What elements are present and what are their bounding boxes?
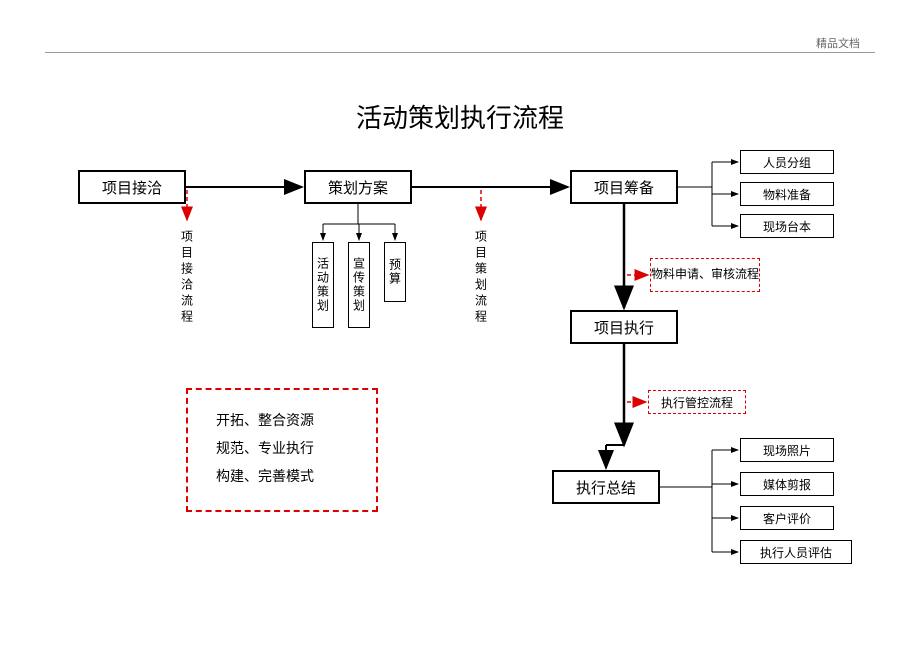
summary-child-staffeval: 执行人员评估 bbox=[740, 540, 852, 564]
prepare-child-script: 现场台本 bbox=[740, 214, 834, 238]
subprocess-receive-flow: 项目接洽流程 bbox=[176, 222, 198, 330]
node-receive: 项目接洽 bbox=[78, 170, 186, 204]
principles-box: 开拓、整合资源 规范、专业执行 构建、完善模式 bbox=[186, 388, 378, 512]
subprocess-control-flow: 执行管控流程 bbox=[648, 390, 746, 414]
node-summary: 执行总结 bbox=[552, 470, 660, 504]
principle-2: 规范、专业执行 bbox=[216, 436, 348, 464]
prepare-child-materials: 物料准备 bbox=[740, 182, 834, 206]
node-execute: 项目执行 bbox=[570, 310, 678, 344]
node-plan: 策划方案 bbox=[304, 170, 412, 204]
prepare-child-grouping: 人员分组 bbox=[740, 150, 834, 174]
subprocess-material-flow: 物料申请、审核流程 bbox=[650, 258, 760, 292]
header-line bbox=[45, 52, 875, 53]
principle-1: 开拓、整合资源 bbox=[216, 408, 348, 436]
summary-child-feedback: 客户评价 bbox=[740, 506, 834, 530]
title: 活动策划执行流程 bbox=[0, 98, 920, 135]
plan-child-budget: 预算 bbox=[384, 242, 406, 302]
plan-child-event: 活动策划 bbox=[312, 242, 334, 328]
node-prepare: 项目筹备 bbox=[570, 170, 678, 204]
summary-child-clippings: 媒体剪报 bbox=[740, 472, 834, 496]
principle-3: 构建、完善模式 bbox=[216, 464, 348, 492]
header-tag: 精品文档 bbox=[816, 35, 860, 51]
summary-child-photos: 现场照片 bbox=[740, 438, 834, 462]
plan-child-media: 宣传策划 bbox=[348, 242, 370, 328]
subprocess-plan-flow: 项目策划流程 bbox=[470, 222, 492, 330]
